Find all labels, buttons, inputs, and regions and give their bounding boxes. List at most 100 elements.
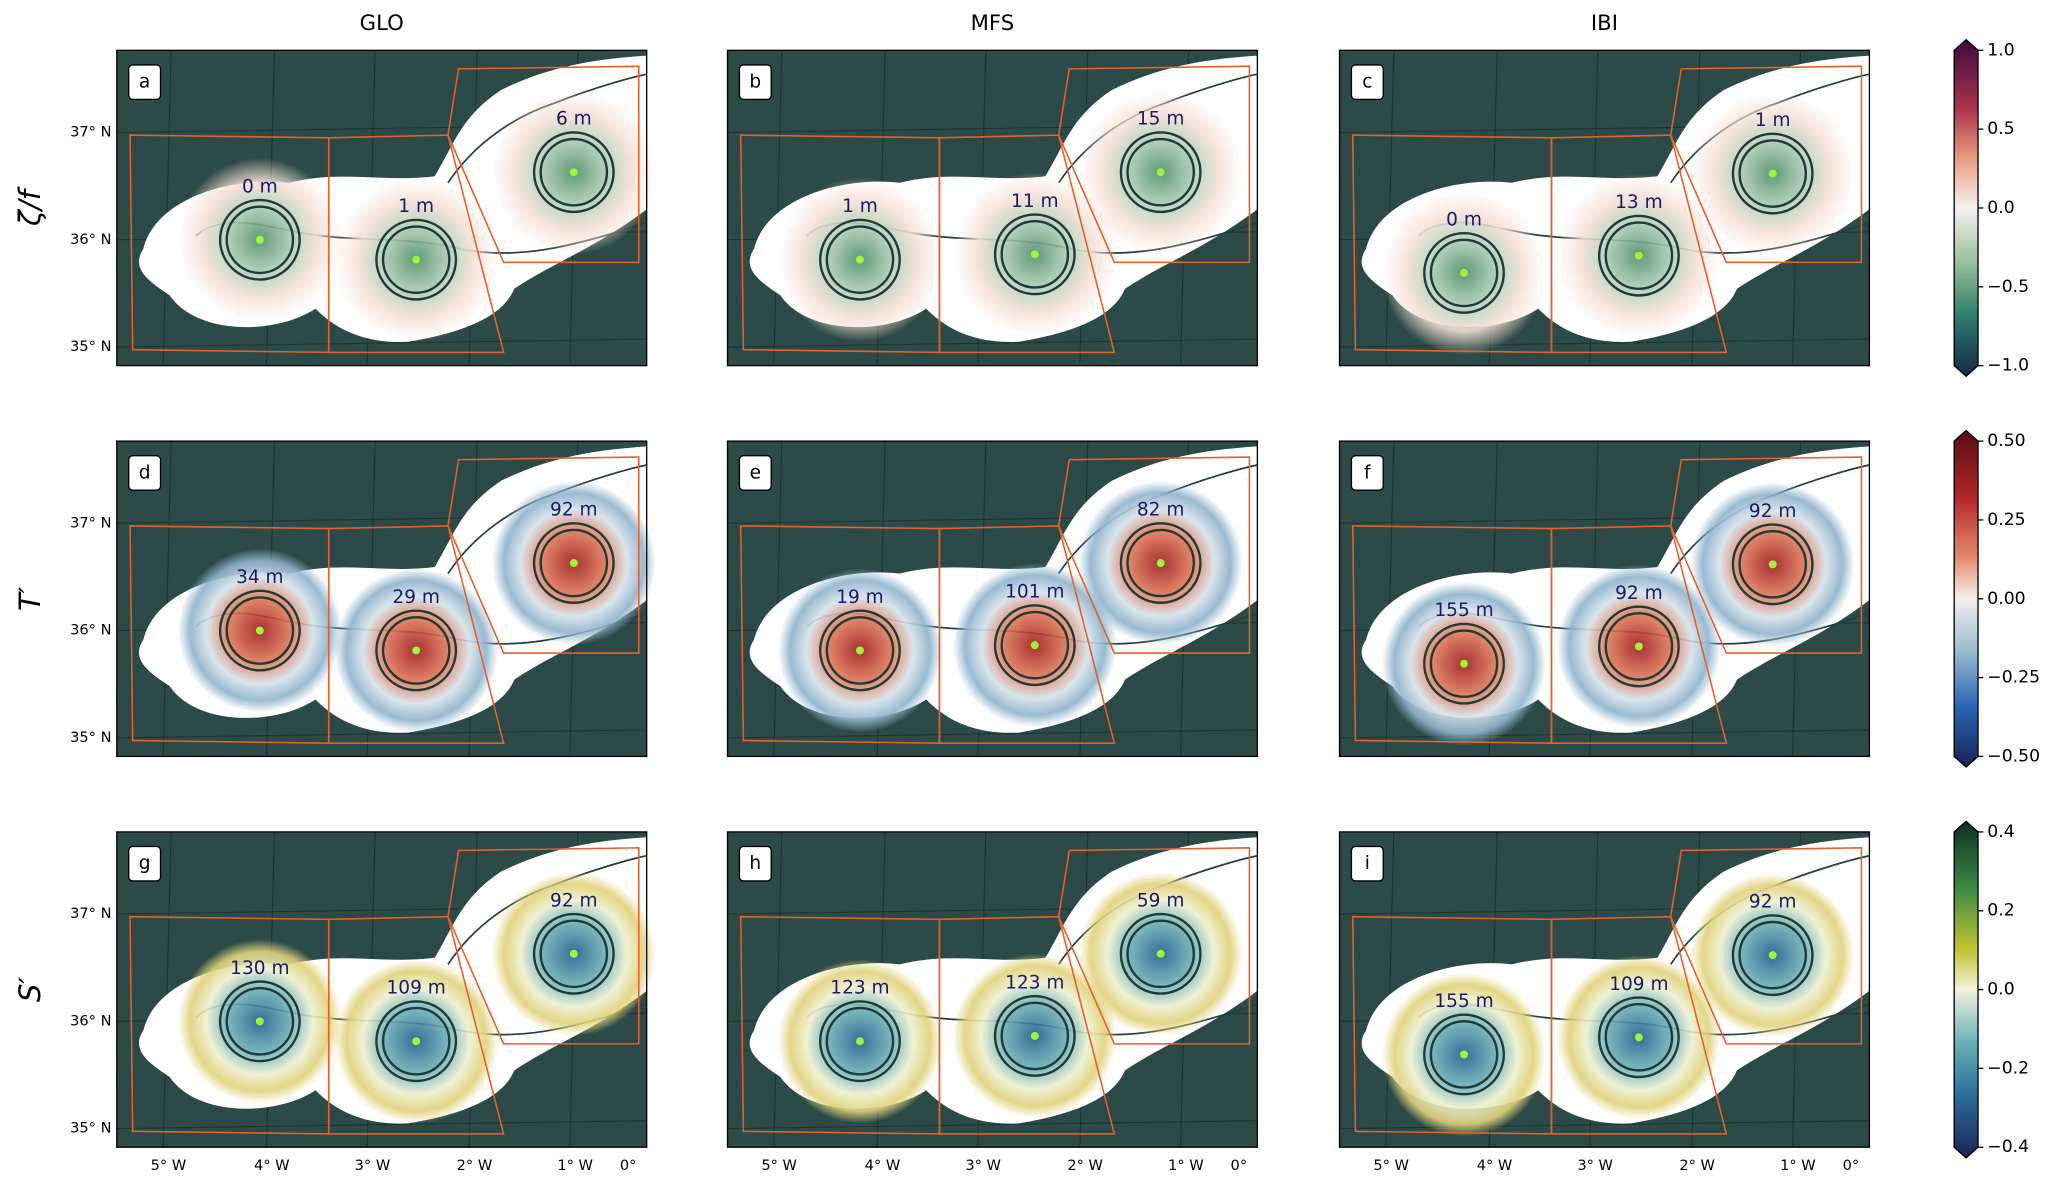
panel-letter-box <box>128 455 162 491</box>
eddy-contour <box>218 589 301 672</box>
eddy-center <box>1768 169 1777 178</box>
longitude-label: 2° W <box>457 1157 493 1174</box>
panel-letter: e <box>750 462 761 483</box>
colorbar-tick-label: −1.0 <box>1987 356 2029 376</box>
eddy-contour <box>375 609 458 692</box>
panel-frame <box>1338 440 1871 758</box>
colorbar-tick-label: −0.4 <box>1987 1137 2029 1157</box>
eddy-center <box>569 559 578 567</box>
eddy-center <box>855 646 864 655</box>
graticule <box>162 50 172 366</box>
map-panel: 34 m 29 m 92 m d 37° N 36° N 35° N <box>70 440 656 758</box>
eddy-center <box>1768 951 1777 960</box>
graticule <box>1385 831 1395 1148</box>
row-label: T′ <box>13 586 47 611</box>
eddy-contour <box>1119 522 1202 604</box>
colorbar-tick-label: −0.2 <box>1987 1058 2029 1078</box>
eddy-depth-label: 6 m <box>556 109 592 130</box>
panel-letter-box <box>738 455 772 491</box>
graticule <box>727 338 1258 348</box>
eddy-center <box>569 168 578 177</box>
graticule <box>1385 441 1395 757</box>
graticule <box>116 338 647 348</box>
panel-letter: a <box>139 72 150 93</box>
panel-letter: b <box>749 72 761 93</box>
eddy-contour <box>819 609 901 692</box>
eddy-contour <box>539 137 609 207</box>
map-panel: 155 m 109 m 92 m i 5° W 4° W 3° W 2° W 1° W 0° <box>1338 831 1871 1174</box>
colorbar-tick-label: −0.5 <box>1987 277 2029 297</box>
eddy-depth-label: 11 m <box>1011 191 1059 212</box>
eddy-contour <box>1604 612 1674 681</box>
region-box <box>938 915 1116 1135</box>
eddy-contour <box>1731 132 1814 215</box>
eddy-center <box>1156 168 1165 177</box>
graticule <box>116 1120 647 1130</box>
region-box <box>1550 134 1728 354</box>
eddy-contour <box>1126 919 1195 989</box>
eddy-depth-label: 92 m <box>1749 501 1797 522</box>
colorbar-tick-label: 0.25 <box>1987 510 2025 530</box>
eddy-contour <box>1126 137 1195 207</box>
eddy-depth-label: 1 m <box>842 196 878 217</box>
eddy-contour <box>819 1000 901 1083</box>
eddy-depth-label: 123 m <box>1005 972 1064 993</box>
eddy-contour <box>1000 220 1070 289</box>
row-label: ζ/f <box>13 186 47 227</box>
latitude-label: 35° N <box>70 729 111 746</box>
longitude-label: 1° W <box>557 1157 593 1174</box>
eddy-depth-label: 92 m <box>1615 583 1663 604</box>
latitude-label: 37° N <box>70 514 111 531</box>
panel-frame <box>116 440 648 758</box>
column-title: MFS <box>971 10 1015 35</box>
map-panel: 0 m 1 m 6 m a 37° N 36° N 35° N <box>70 49 656 367</box>
graticule <box>1385 50 1395 366</box>
longitude-label: 1° W <box>1780 1157 1816 1174</box>
longitude-label: 0° <box>1231 1157 1248 1174</box>
eddy-center <box>1030 641 1039 650</box>
panel-letter-box <box>128 64 162 101</box>
latitude-label: 36° N <box>70 1012 111 1029</box>
eddy-contour <box>1604 221 1674 290</box>
eddy-center <box>855 1037 864 1046</box>
eddy-contour <box>381 616 451 685</box>
panel-letter-box <box>738 64 772 101</box>
eddy-center <box>1634 1033 1643 1042</box>
eddy-depth-label: 109 m <box>387 978 446 999</box>
eddy-contour <box>1423 231 1505 314</box>
map-panel: 155 m 92 m 92 m f <box>1338 440 1871 758</box>
eddy-center <box>255 1017 264 1026</box>
panel-letter-box <box>1350 64 1384 101</box>
longitude-label: 4° W <box>865 1157 901 1174</box>
eddy-contour <box>225 596 295 665</box>
eddy-depth-label: 1 m <box>1755 110 1791 131</box>
eddy-depth-label: 59 m <box>1137 890 1185 911</box>
eddy-depth-label: 19 m <box>836 587 884 608</box>
eddy-depth-label: 92 m <box>1749 892 1797 913</box>
map-panel: 130 m 109 m 92 m g 37° N 36° N 35° N 5° W 4° W 3°… <box>70 831 656 1174</box>
region-box <box>327 134 505 354</box>
graticule <box>116 729 647 739</box>
eddy-contour <box>825 1006 895 1076</box>
eddy-center <box>1460 1050 1469 1059</box>
region-box <box>447 456 640 654</box>
longitude-label: 0° <box>1843 1157 1860 1174</box>
longitude-label: 5° W <box>761 1157 797 1174</box>
colorbar <box>1953 820 1979 1159</box>
eddy-contour <box>1423 1013 1505 1096</box>
eddy-center <box>1460 268 1469 277</box>
eddy-contour <box>825 225 895 294</box>
colorbar-tick-label: −0.25 <box>1987 668 2040 688</box>
eddy-center <box>255 235 264 244</box>
eddy-depth-label: 123 m <box>830 978 889 999</box>
region-box <box>1669 65 1863 264</box>
eddy-depth-label: 1 m <box>398 196 434 217</box>
longitude-label: 5° W <box>1373 1157 1409 1174</box>
eddy-contour <box>1126 528 1195 598</box>
map-panel: 19 m 101 m 82 m e <box>726 440 1259 758</box>
eddy-depth-label: 34 m <box>236 567 284 588</box>
eddy-center <box>255 626 264 635</box>
longitude-label: 1° W <box>1168 1157 1204 1174</box>
panel-letter-box <box>738 845 772 882</box>
region-box <box>1057 65 1251 264</box>
